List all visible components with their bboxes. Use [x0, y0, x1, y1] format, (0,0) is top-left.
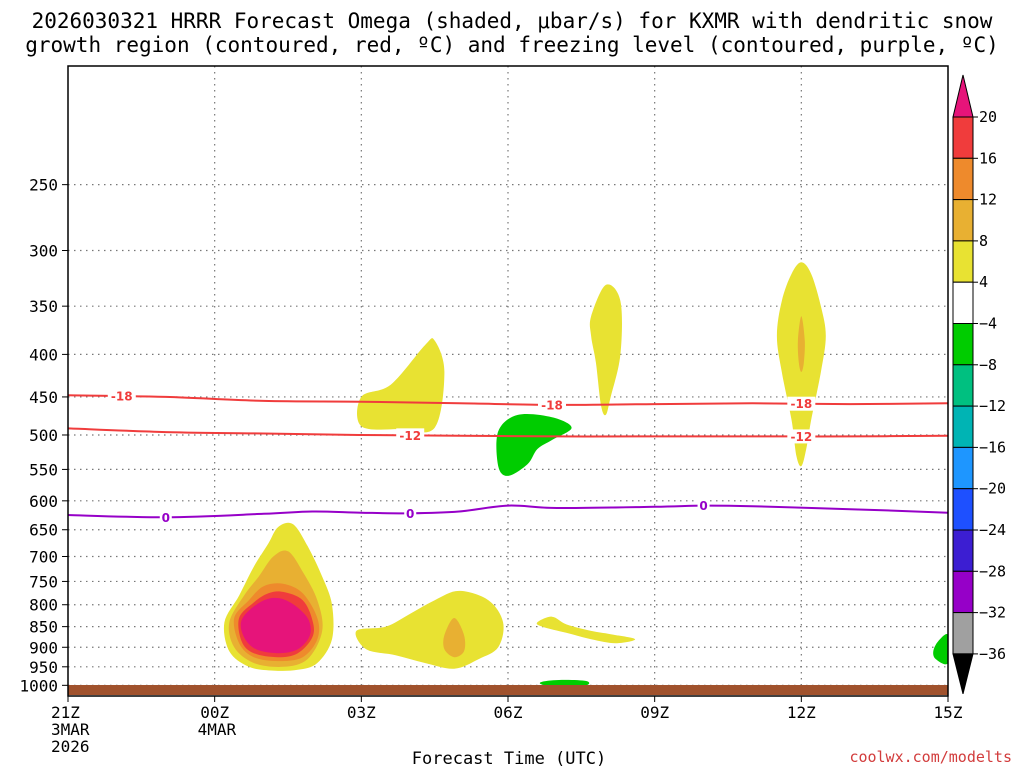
y-tick-label: 650 — [29, 521, 58, 540]
omega-shaded-regions — [223, 262, 948, 688]
colorbar-label: −12 — [979, 397, 1006, 415]
temperature-contours: -18 -18 -18 -12 -12 0 0 0 — [68, 389, 948, 525]
axis-ticks: 2503003504004505005506006507007508008509… — [19, 176, 962, 756]
x-tick-label: 15Z — [934, 703, 963, 722]
colorbar-segment — [952, 157, 974, 201]
omega-neg-cell-05z — [496, 413, 572, 476]
colorbar-label: 8 — [979, 232, 988, 250]
y-tick-label: 800 — [29, 596, 58, 615]
dgz-minus-12-label: -12 — [790, 430, 812, 444]
freezing-level-0-line — [68, 504, 948, 519]
freezing-level-0-label: 0 — [699, 499, 707, 513]
y-tick-label: 700 — [29, 548, 58, 567]
x-tick-label: 4MAR — [198, 720, 237, 739]
colorbar-segment — [952, 240, 974, 283]
omega-neg-cell-15z — [933, 634, 948, 665]
colorbar-label: −8 — [979, 356, 997, 374]
colorbar-segment — [952, 323, 974, 366]
y-tick-label: 350 — [29, 297, 58, 316]
x-tick-label: 2026 — [51, 737, 90, 756]
dgz-minus-18-label-bg — [787, 396, 816, 411]
colorbar-bottom-arrow — [952, 653, 974, 695]
freezing-level-0-label-bg — [159, 510, 172, 525]
colorbar-top-arrow — [952, 74, 974, 118]
omega-over-20-cell-00z — [240, 597, 311, 654]
y-tick-label: 250 — [29, 176, 58, 195]
colorbar-label: 16 — [979, 149, 997, 167]
dgz-minus-18-label: -18 — [111, 390, 133, 404]
colorbar-segment — [952, 364, 974, 407]
omega-4-8-cell-06z-low — [536, 616, 636, 644]
y-tick-label: 950 — [29, 658, 58, 677]
y-tick-label: 750 — [29, 572, 58, 591]
colorbar-label: 20 — [979, 108, 997, 126]
dgz-minus-12-label: -12 — [399, 429, 421, 443]
y-tick-label: 900 — [29, 638, 58, 657]
chart-title-line-1: 2026030321 HRRR Forecast Omega (shaded, … — [32, 9, 993, 33]
y-tick-label: 450 — [29, 388, 58, 407]
x-tick-label: 3MAR — [51, 720, 90, 739]
dgz-minus-18-label-bg — [107, 389, 136, 404]
x-tick-label: 09Z — [640, 703, 669, 722]
colorbar-segment — [952, 570, 974, 614]
y-tick-label: 1000 — [19, 676, 58, 695]
x-tick-label: 21Z — [51, 703, 80, 722]
colorbar-label: −4 — [979, 315, 997, 333]
colorbar-label: −16 — [979, 438, 1006, 456]
dgz-minus-18-label: -18 — [541, 398, 563, 412]
dgz-minus-18-label-bg — [538, 397, 566, 412]
freezing-level-0-label: 0 — [406, 507, 414, 521]
colorbar-segment — [952, 612, 974, 655]
omega-4-8-cell-03z-upper — [357, 338, 445, 433]
colorbar-segment — [952, 281, 974, 325]
y-tick-label: 600 — [29, 492, 58, 511]
y-tick-label: 300 — [29, 241, 58, 260]
colorbar-segment — [952, 488, 974, 531]
colorbar-label: −20 — [979, 480, 1006, 498]
y-tick-label: 550 — [29, 460, 58, 479]
y-tick-label: 500 — [29, 426, 58, 445]
colorbar-segment — [952, 529, 974, 572]
y-tick-label: 850 — [29, 618, 58, 637]
credit-text: coolwx.com/modelts — [849, 748, 1012, 766]
dgz-minus-12-label-bg — [787, 429, 816, 444]
colorbar-segment — [952, 405, 974, 448]
omega-4-8-cell-07z — [589, 284, 622, 416]
colorbar-label: 4 — [979, 273, 988, 291]
colorbar-label: −36 — [979, 645, 1006, 663]
colorbar-segment — [952, 116, 974, 159]
terrain-strip — [68, 685, 948, 695]
x-tick-label: 00Z — [200, 703, 229, 722]
dgz-minus-18-label: -18 — [790, 397, 812, 411]
freezing-level-0-label: 0 — [162, 511, 170, 525]
colorbar-segment — [952, 199, 974, 242]
colorbar-label: 12 — [979, 191, 997, 209]
colorbar: 20 16 12 8 4 −4 −8 −12 −16 −20 −24 −28 −32 −36 — [952, 74, 1006, 695]
colorbar-label: −28 — [979, 562, 1006, 580]
omega-4-8-cell-03z-low — [355, 590, 504, 669]
colorbar-label: −24 — [979, 521, 1006, 539]
x-tick-label: 12Z — [787, 703, 816, 722]
freezing-level-0-label-bg — [697, 498, 710, 513]
x-tick-label: 03Z — [347, 703, 376, 722]
dgz-minus-12-label-bg — [396, 428, 425, 443]
chart-title-line-2: growth region (contoured, red, ºC) and f… — [25, 33, 999, 57]
freezing-level-0-label-bg — [404, 506, 417, 521]
omega-8-12-cell-12z — [797, 316, 805, 372]
colorbar-segment — [952, 446, 974, 490]
x-tick-label: 06Z — [494, 703, 523, 722]
y-tick-label: 400 — [29, 345, 58, 364]
omega-8-12-cell-03z-low — [443, 618, 466, 658]
colorbar-label: −32 — [979, 604, 1006, 622]
x-axis-label: Forecast Time (UTC) — [412, 749, 606, 768]
